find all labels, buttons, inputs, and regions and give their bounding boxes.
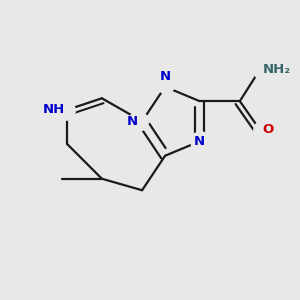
Text: NH: NH <box>42 103 64 116</box>
Text: N: N <box>160 70 171 83</box>
Text: N: N <box>127 115 138 128</box>
Text: O: O <box>263 123 274 136</box>
Text: N: N <box>194 135 205 148</box>
Text: NH₂: NH₂ <box>263 63 291 76</box>
